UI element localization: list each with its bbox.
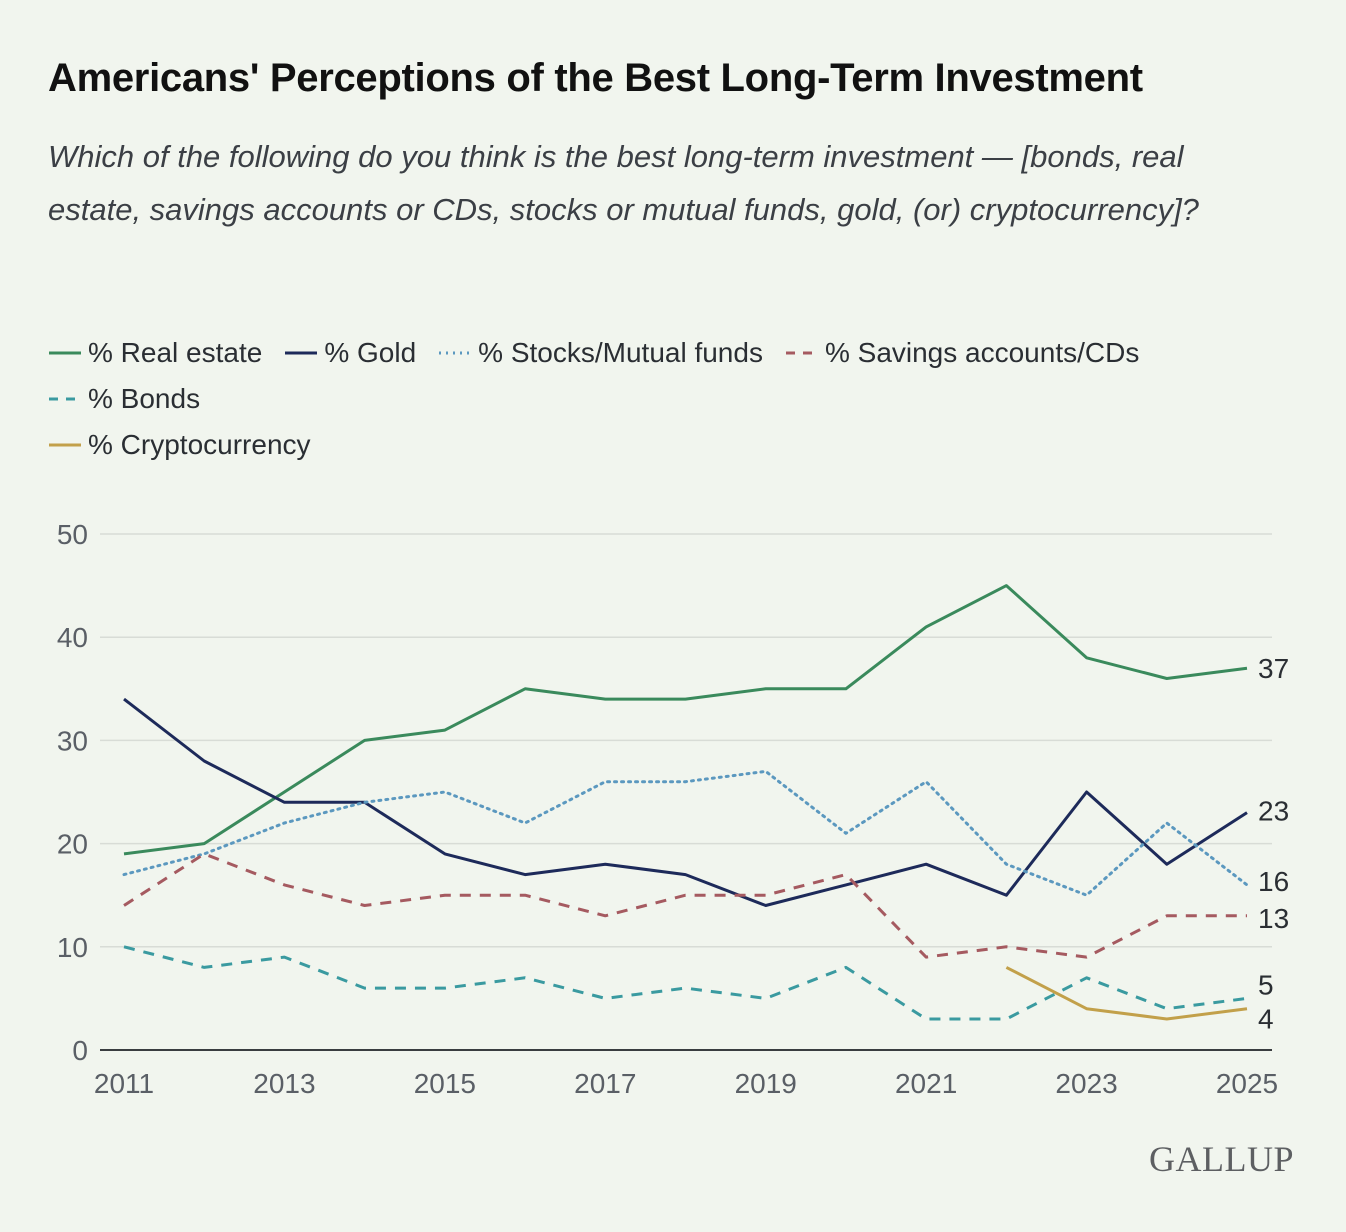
legend-row-3: % Cryptocurrency <box>48 422 1338 468</box>
legend-item: % Real estate <box>48 337 262 369</box>
legend-swatch <box>285 351 318 355</box>
legend-row-1: % Real estate % Gold % Stocks/Mutual funds… <box>48 330 1338 376</box>
legend-item: % Savings accounts/CDs <box>785 337 1139 369</box>
x-tick-label: 2025 <box>1216 1068 1278 1099</box>
legend-label: % Stocks/Mutual funds <box>478 337 763 368</box>
y-tick-label: 10 <box>57 932 88 963</box>
legend-swatch <box>785 351 818 355</box>
end-value-label: 16 <box>1258 866 1289 897</box>
x-tick-label: 2015 <box>414 1068 476 1099</box>
y-tick-label: 50 <box>57 519 88 550</box>
x-tick-label: 2021 <box>895 1068 957 1099</box>
series-line-1 <box>123 697 1248 907</box>
x-tick-label: 2013 <box>253 1068 315 1099</box>
legend-item: % Bonds <box>48 383 200 415</box>
x-tick-label: 2011 <box>94 1068 154 1099</box>
legend-label: % Gold <box>324 337 417 368</box>
chart-subtitle: Which of the following do you think is t… <box>48 139 1199 227</box>
legend-swatch <box>49 443 81 447</box>
legend-swatch <box>439 351 472 355</box>
legend-item: % Stocks/Mutual funds <box>438 337 763 369</box>
legend: % Real estate % Gold % Stocks/Mutual funds… <box>48 330 1338 468</box>
series-line-5 <box>1005 966 1248 1021</box>
gallup-logo: GALLUP <box>1149 1139 1294 1179</box>
end-value-label: 4 <box>1258 1004 1274 1035</box>
legend-label: % Real estate <box>88 337 263 368</box>
series-line-3 <box>123 852 1247 959</box>
y-tick-label: 40 <box>57 622 88 653</box>
end-value-label: 23 <box>1258 796 1289 827</box>
legend-label: % Cryptocurrency <box>88 429 311 460</box>
series-line-0 <box>123 584 1248 856</box>
end-value-label: 37 <box>1258 653 1289 684</box>
legend-swatch <box>49 351 81 355</box>
legend-item: % Gold <box>284 337 416 369</box>
x-tick-label: 2019 <box>735 1068 797 1099</box>
legend-swatch <box>49 397 81 401</box>
series-line-2 <box>122 769 1249 897</box>
series-line-4 <box>123 945 1248 1021</box>
x-tick-label: 2023 <box>1055 1068 1117 1099</box>
legend-item: % Cryptocurrency <box>48 429 311 461</box>
end-value-label: 13 <box>1258 903 1289 934</box>
legend-row-2: % Bonds <box>48 376 1338 422</box>
chart-title: Americans' Perceptions of the Best Long-… <box>48 56 1143 100</box>
end-value-label: 5 <box>1258 969 1274 1000</box>
y-tick-label: 0 <box>72 1035 88 1066</box>
y-tick-label: 30 <box>57 725 88 756</box>
y-tick-label: 20 <box>57 829 88 860</box>
x-tick-label: 2017 <box>574 1068 636 1099</box>
legend-label: % Bonds <box>88 383 201 414</box>
legend-label: % Savings accounts/CDs <box>824 337 1140 368</box>
